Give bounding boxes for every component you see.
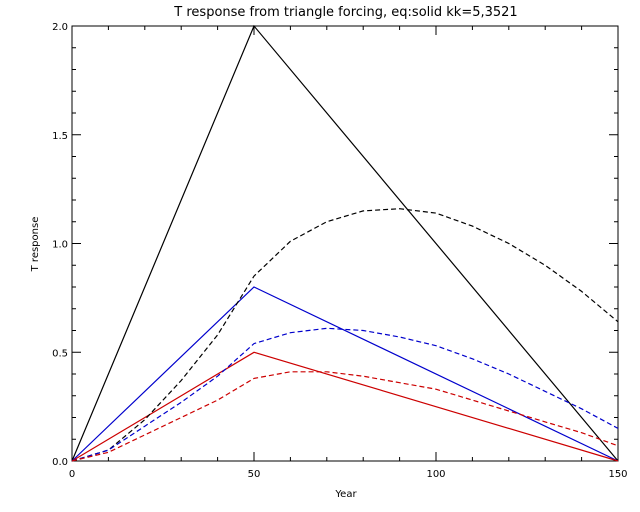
x-tick-label: 50 [248, 469, 261, 480]
series-line-4 [71, 208, 619, 462]
x-tick-label: 100 [426, 469, 445, 480]
y-axis-label: T response [30, 217, 41, 273]
x-axis-label: Year [334, 489, 357, 500]
series-line-5 [71, 327, 619, 462]
y-tick-label: 2.0 [52, 22, 68, 33]
x-tick-label: 150 [608, 469, 627, 480]
x-tick-label: 0 [69, 469, 75, 480]
y-tick-label: 0.5 [52, 348, 68, 359]
series-line-3 [71, 351, 619, 462]
series-line-1 [71, 24, 619, 462]
y-tick-label: 0.0 [52, 457, 68, 468]
chart-title: T response from triangle forcing, eq:sol… [173, 5, 517, 20]
series-line-6 [71, 371, 619, 462]
series-line-2 [71, 286, 619, 462]
y-tick-label: 1.5 [52, 131, 68, 142]
plot-frame [71, 25, 619, 462]
y-tick-label: 1.0 [52, 240, 68, 251]
plot-area: 0 50 100 150 0.0 0.5 1.0 1.5 2.0 [52, 22, 627, 480]
